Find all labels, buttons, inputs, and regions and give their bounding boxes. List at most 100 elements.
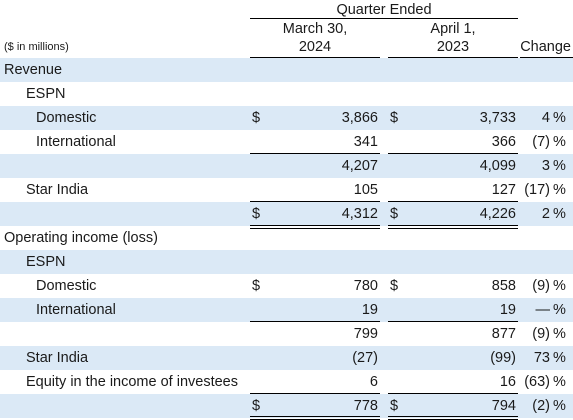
double-rule: [388, 416, 518, 417]
currency-symbol: $: [252, 278, 261, 294]
change-value: (7): [532, 134, 550, 150]
value-prior: 4,099: [479, 158, 516, 174]
currency-symbol: $: [252, 398, 261, 414]
value-prior: 19: [499, 302, 516, 318]
change-percent-sign: %: [553, 134, 566, 150]
header-rule: [250, 18, 518, 19]
table-row: 4,207 4,099 3 %: [0, 154, 573, 178]
value-current: (27): [352, 350, 378, 366]
value-prior: 858: [491, 278, 516, 294]
table-row: Star India 105 127 (17) %: [0, 178, 573, 202]
row-label: Star India: [26, 182, 89, 198]
value-prior: 4,226: [479, 206, 516, 222]
value-current: 341: [353, 134, 378, 150]
header-underline-change: [520, 57, 573, 58]
header-underline-current: [250, 57, 380, 58]
value-prior: 16: [499, 374, 516, 390]
col-header-change: Change: [520, 39, 571, 55]
table-row: $ 4,312 $ 4,226 2 %: [0, 202, 573, 226]
change-value: —: [535, 302, 551, 318]
col-header-prior-line2: 2023: [436, 39, 470, 55]
change-percent-sign: %: [553, 206, 566, 222]
value-prior: 794: [491, 398, 516, 414]
double-rule: [250, 225, 380, 226]
col-header-prior-line1: April 1,: [430, 21, 476, 37]
total-rule: [388, 201, 518, 202]
table-row: ESPN: [0, 250, 573, 274]
currency-symbol: $: [390, 110, 399, 126]
row-label: Operating income (loss): [4, 230, 158, 246]
currency-symbol: $: [390, 278, 399, 294]
table-row: International 341 366 (7) %: [0, 130, 573, 154]
table-row: Revenue: [0, 58, 573, 82]
value-current: 780: [353, 278, 378, 294]
double-rule: [388, 228, 518, 229]
total-rule: [250, 201, 380, 202]
change-percent-sign: %: [553, 398, 566, 414]
value-prior: 366: [491, 134, 516, 150]
change-value: (9): [532, 278, 550, 294]
subtotal-rule: [250, 153, 380, 154]
change-percent-sign: %: [553, 182, 566, 198]
value-current: 4,312: [341, 206, 378, 222]
change-value: 73: [533, 350, 550, 366]
value-current: 799: [353, 326, 378, 342]
units-note: ($ in millions): [4, 41, 69, 53]
currency-symbol: $: [390, 206, 399, 222]
table-row: $ 778 $ 794 (2) %: [0, 394, 573, 418]
double-rule: [250, 416, 380, 417]
change-value: (2): [532, 398, 550, 414]
change-value: 2: [541, 206, 550, 222]
col-header-current-line1: March 30,: [282, 21, 348, 37]
value-prior: 3,733: [479, 110, 516, 126]
table-row: Domestic $ 3,866 $ 3,733 4 %: [0, 106, 573, 130]
change-value: (9): [532, 326, 550, 342]
col-header-prior: April 1, 2023: [388, 20, 518, 56]
subtotal-rule: [388, 321, 518, 322]
col-header-current: March 30, 2024: [250, 20, 380, 56]
value-current: 6: [369, 374, 378, 390]
currency-symbol: $: [390, 398, 399, 414]
table-row: ESPN: [0, 82, 573, 106]
subtotal-rule: [250, 321, 380, 322]
currency-symbol: $: [252, 110, 261, 126]
value-current: 105: [353, 182, 378, 198]
change-percent-sign: %: [553, 158, 566, 174]
row-label: Star India: [26, 350, 89, 366]
change-value: 3: [541, 158, 550, 174]
subtotal-rule: [388, 153, 518, 154]
header-underline-prior: [388, 57, 518, 58]
row-label: Domestic: [36, 110, 97, 126]
value-prior: (99): [490, 350, 516, 366]
change-value: (63): [524, 374, 550, 390]
value-current: 3,866: [341, 110, 378, 126]
table-row: Operating income (loss): [0, 226, 573, 250]
row-label: ESPN: [26, 86, 66, 102]
row-label: International: [36, 134, 116, 150]
value-current: 19: [361, 302, 378, 318]
value-prior: 877: [491, 326, 516, 342]
change-value: (17): [524, 182, 550, 198]
total-rule: [250, 393, 380, 394]
value-prior: 127: [491, 182, 516, 198]
table-row: International 19 19 — %: [0, 298, 573, 322]
change-percent-sign: %: [553, 278, 566, 294]
col-header-current-line2: 2024: [298, 39, 332, 55]
row-label: Revenue: [4, 62, 63, 78]
currency-symbol: $: [252, 206, 261, 222]
change-percent-sign: %: [553, 326, 566, 342]
row-label: International: [36, 302, 116, 318]
double-rule: [250, 228, 380, 229]
change-percent-sign: %: [553, 110, 566, 126]
table-row: Equity in the income of investees 6 16 (…: [0, 370, 573, 394]
double-rule: [388, 225, 518, 226]
change-value: 4: [541, 110, 550, 126]
change-percent-sign: %: [553, 302, 566, 318]
change-percent-sign: %: [553, 350, 566, 366]
table-row: 799 877 (9) %: [0, 322, 573, 346]
total-rule: [388, 393, 518, 394]
value-current: 778: [353, 398, 378, 414]
row-label: Equity in the income of investees: [26, 374, 238, 390]
change-percent-sign: %: [553, 374, 566, 390]
